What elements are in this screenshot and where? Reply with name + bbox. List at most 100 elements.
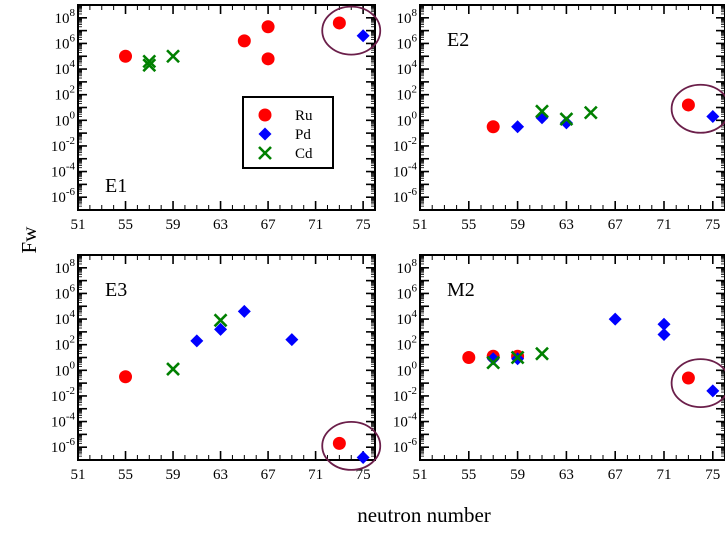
panel-e2-xtick-label: 71 <box>657 217 672 233</box>
panel-m2-label: M2 <box>447 279 475 301</box>
panel-e1-ru-point <box>237 34 251 48</box>
legend-marker-cd-stroke-b <box>258 146 272 160</box>
panel-e3-ytick-label: 102 <box>55 334 76 354</box>
panel-e3-xtick-label: 51 <box>71 467 86 483</box>
panel-e1-ytick-label: 10-6 <box>51 186 76 206</box>
panel-e2-pd-point <box>535 111 549 125</box>
panel-e1-ytick-label: 100 <box>55 109 76 129</box>
panel-e3-ytick-label: 104 <box>55 308 76 328</box>
legend-marker-ru <box>258 108 272 122</box>
panel-e3-ytick-label: 10-2 <box>51 385 75 405</box>
panel-e1-cd-point <box>142 54 157 69</box>
panel-e2-cd-point-stroke-b <box>535 104 549 119</box>
panel-e3-cd-point <box>213 313 228 328</box>
panel-e2-pd-point <box>706 109 720 123</box>
panel-m2-xtick-label: 51 <box>413 467 428 483</box>
legend-marker-cd <box>258 146 272 160</box>
panel-e2-cd-point-stroke-b <box>559 112 574 126</box>
panel-e2-pd-point <box>511 120 525 134</box>
panel-e1-ru-point <box>261 52 275 66</box>
panel-m2-ytick-label: 10-2 <box>393 385 417 405</box>
panel-m2-xtick-label: 75 <box>705 467 720 483</box>
legend-label-pd: Pd <box>295 127 311 143</box>
panel-m2-pd-point <box>486 352 500 366</box>
panel-e1-ytick-label: 106 <box>55 32 76 52</box>
panel-m2-ytick-label: 100 <box>397 359 418 379</box>
panel-m2-xtick-label: 71 <box>657 467 672 483</box>
panel-e1-ru-point <box>119 49 133 63</box>
legend-label-cd: Cd <box>295 146 313 162</box>
panel-m2-pd-point <box>706 384 720 398</box>
panel-e2-xtick-label: 67 <box>608 217 624 233</box>
panel-e2-ytick-label: 106 <box>397 32 418 52</box>
panel-e3-xtick-label: 59 <box>166 467 181 483</box>
panel-e1-cd-point-stroke-b <box>166 49 180 64</box>
panel-m2-ru-point <box>462 351 476 364</box>
panel-e3-ytick-label: 108 <box>55 257 76 277</box>
panel-m2-ytick-label: 104 <box>397 308 418 328</box>
panel-e2-ytick-label: 10-6 <box>393 186 418 206</box>
panel-m2-cd-point <box>486 355 501 370</box>
panel-e3-pd-point <box>285 333 299 347</box>
panel-m2-ytick-label: 10-4 <box>393 411 418 431</box>
panel-m2-ytick-label: 106 <box>397 282 418 302</box>
panel-e1-ytick-label: 10-4 <box>51 161 76 181</box>
panel-e2-ru-point <box>681 98 695 112</box>
panel-m2-cd-point <box>510 350 525 365</box>
panel-m2-ytick-label: 108 <box>397 257 418 277</box>
panel-e1-ytick-label: 102 <box>55 84 76 104</box>
panel-e2-pd-point <box>559 116 573 130</box>
panel-e1-xtick-label: 71 <box>308 217 323 233</box>
panel-e1-pd-point <box>356 29 370 43</box>
panel-e1-xtick-label: 51 <box>71 217 86 233</box>
panel-m2: 51 55 59 63 67 71 75 10-6 10-4 10-2 100 102 104 106 10… <box>393 254 725 483</box>
panel-m2-cd-point-stroke-b <box>510 350 525 365</box>
panel-e1-cd-point <box>142 58 157 73</box>
panel-m2-ytick-label: 102 <box>397 334 418 354</box>
panel-e3-pd-point <box>190 334 204 348</box>
panel-m2-xtick-label: 59 <box>510 467 525 483</box>
panel-m2-ytick-label: 10-6 <box>393 436 418 456</box>
panel-e2-cd-point <box>559 112 574 126</box>
panel-e1-ru-point <box>332 16 346 30</box>
panel-e1-xtick-label: 75 <box>356 217 371 233</box>
panel-e1: 51 55 59 63 67 71 75 10-6 10-4 10-2 100 102 104 106 10… <box>51 4 382 233</box>
panel-e1-ytick-label: 104 <box>55 58 76 78</box>
panel-e3-ytick-label: 106 <box>55 282 76 302</box>
panel-m2-pd-point <box>608 312 622 326</box>
panel-e3-cd-point-stroke-b <box>166 362 180 376</box>
panel-e3-cd-point-stroke-b <box>213 313 228 328</box>
panel-e1-label: E1 <box>105 175 127 197</box>
panel-e2-label: E2 <box>447 29 469 51</box>
legend-label-ru: Ru <box>295 108 313 124</box>
panel-e2-xtick-label: 75 <box>705 217 720 233</box>
panel-e2-cd-point-stroke-b <box>583 105 598 120</box>
panel-m2-cd-point <box>535 346 549 361</box>
panel-e3-ru-point <box>119 370 133 384</box>
panel-m2-cd-point-stroke-b <box>486 355 501 370</box>
panel-e3-ru-point <box>332 436 346 450</box>
panel-e3-ytick-label: 10-6 <box>51 436 76 456</box>
panel-m2-highlight-ellipse <box>670 358 725 409</box>
panel-e2-xtick-label: 59 <box>510 217 525 233</box>
panel-e2-ytick-label: 104 <box>397 58 418 78</box>
legend: Ru Pd Cd <box>242 96 334 169</box>
panel-e2-ytick-label: 10-4 <box>393 161 418 181</box>
panel-e2-xtick-label: 63 <box>559 217 574 233</box>
panel-e2-cd-point <box>535 104 549 119</box>
panel-e2-xtick-label: 55 <box>461 217 476 233</box>
legend-marker-pd <box>258 127 272 141</box>
panel-m2-xtick-label: 67 <box>608 467 624 483</box>
panel-e1-cd-point <box>166 49 180 64</box>
panel-m2-pd-point <box>657 327 671 341</box>
panel-e3-pd-point <box>214 322 228 336</box>
panel-e1-xtick-label: 63 <box>213 217 228 233</box>
panel-e3-xtick-label: 63 <box>213 467 228 483</box>
panel-e3-ytick-label: 10-4 <box>51 411 76 431</box>
panel-e3-pd-point <box>237 304 251 318</box>
panel-e2-ytick-label: 100 <box>397 109 418 129</box>
panel-e1-ytick-label: 108 <box>55 7 76 27</box>
y-axis-title: Fw <box>17 226 41 254</box>
panel-e2-ytick-label: 10-2 <box>393 135 417 155</box>
panel-e3: 51 55 59 63 67 71 75 10-6 10-4 10-2 100 102 104 106 10… <box>51 254 382 483</box>
